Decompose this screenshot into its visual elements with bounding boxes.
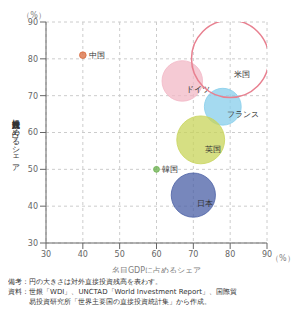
- svg-text:30: 30: [41, 250, 51, 259]
- svg-text:60: 60: [28, 128, 38, 137]
- svg-text:英国: 英国: [205, 145, 221, 154]
- svg-text:90: 90: [27, 17, 38, 27]
- svg-text:50: 50: [115, 250, 125, 259]
- svg-text:日本: 日本: [197, 199, 213, 208]
- html-text:資料：世銀「WDI」、UNCTAD「World Invest: 資料：世銀「WDI」、UNCTAD「World Investment Repor…: [8, 288, 237, 296]
- svg-text:中国: 中国: [89, 51, 105, 60]
- svg-text:80: 80: [28, 55, 38, 64]
- svg-text:70: 70: [28, 92, 38, 101]
- svg-text:フランス: フランス: [227, 110, 259, 119]
- svg-text:40: 40: [28, 202, 38, 211]
- svg-text:名目GDPに占めるシェア: 名目GDPに占めるシェア: [112, 266, 201, 273]
- html-text:易投資研究所「世界主要国の直接投資統計集」から作成。: 易投資研究所「世界主要国の直接投資統計集」から作成。: [8, 298, 211, 306]
- svg-text:（%）: （%）: [22, 11, 46, 20]
- svg-text:70: 70: [188, 250, 198, 259]
- svg-text:50: 50: [28, 165, 38, 174]
- svg-text:60: 60: [151, 250, 161, 259]
- svg-text:30: 30: [28, 239, 38, 248]
- svg-text:（%）: （%）: [271, 254, 295, 263]
- svg-text:韓国: 韓国: [162, 165, 178, 174]
- svg-text:米国: 米国: [234, 70, 250, 79]
- html-text:対外直接投資残高に占めるシェア: 対外直接投資残高に占めるシェア: [11, 113, 20, 168]
- svg-text:80: 80: [225, 250, 235, 259]
- svg-text:ドイツ: ドイツ: [186, 84, 211, 94]
- html-text:備考：円の大きさは対外直接投資残高を表わす。: 備考：円の大きさは対外直接投資残高を表わす。: [8, 278, 162, 286]
- svg-text:90: 90: [261, 249, 273, 259]
- svg-text:40: 40: [78, 250, 88, 259]
